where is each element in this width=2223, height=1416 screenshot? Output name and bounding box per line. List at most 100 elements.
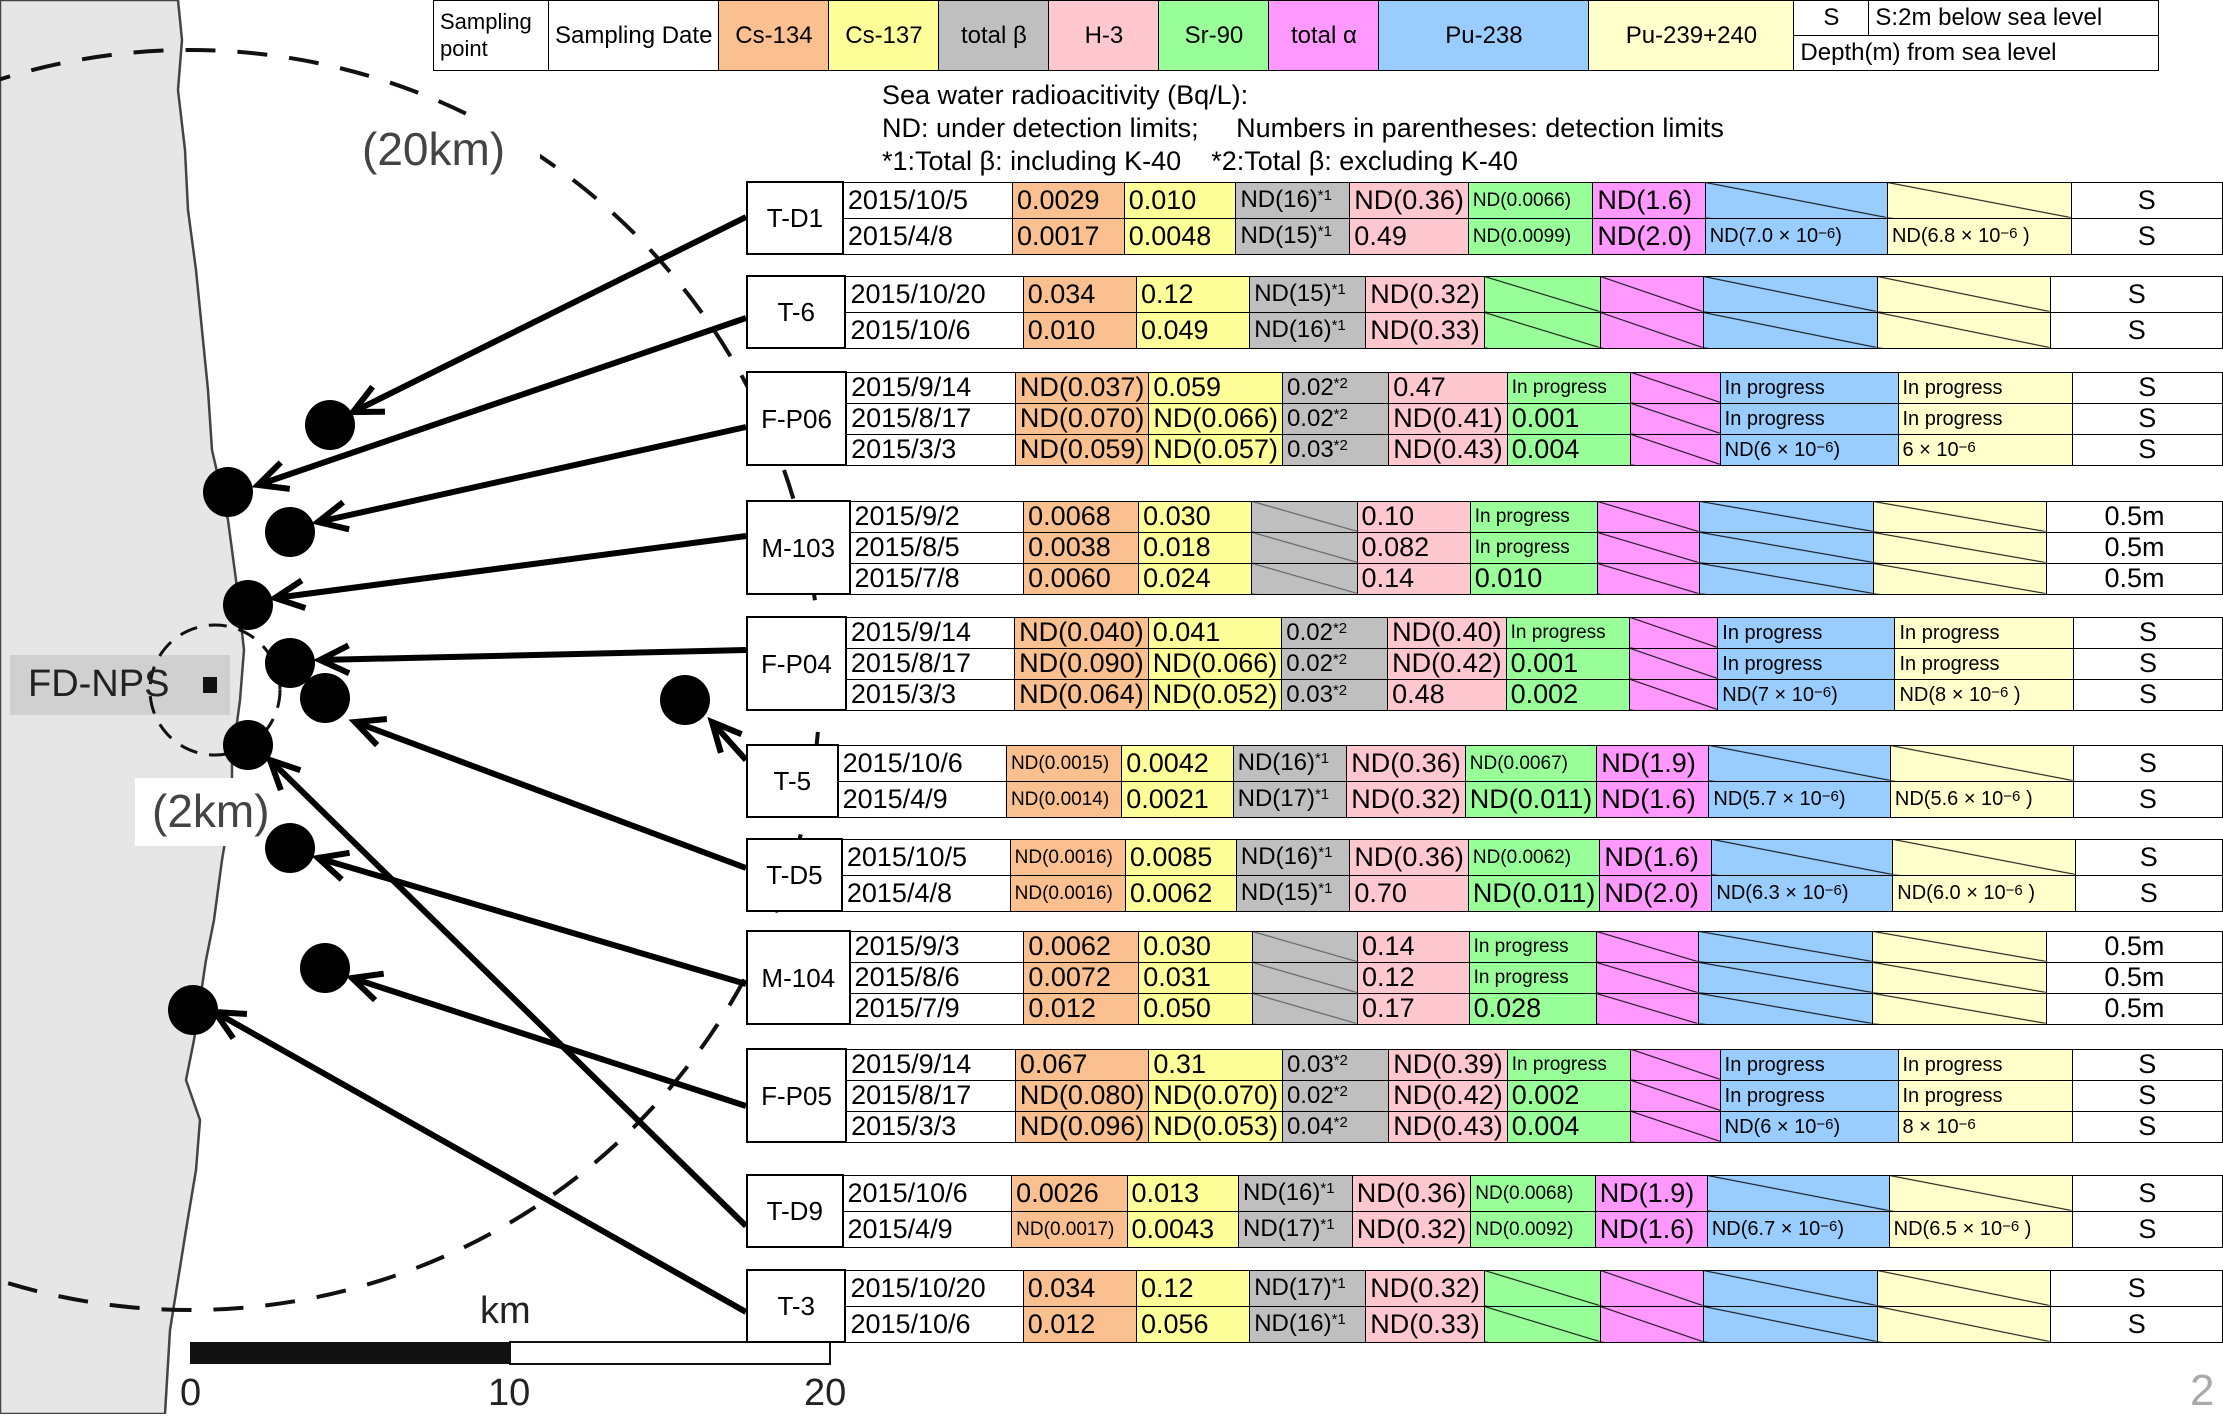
header-s-code: S xyxy=(1793,0,1870,36)
sampling-arrows xyxy=(208,214,749,1315)
cell-pu239: ND(8 × 10−6 ) xyxy=(1894,678,2075,711)
cell-pu239: In progress xyxy=(1897,1079,2073,1112)
cell-beta: 0.03*2 xyxy=(1281,1048,1390,1081)
cell-alpha: ND(2.0) xyxy=(1599,874,1713,912)
cell-pu238: ND(5.7 × 10−6) xyxy=(1708,780,1891,818)
pu239-close: ) xyxy=(2008,683,2021,706)
cell-cs134: ND(0.0015) xyxy=(1005,744,1123,782)
cell-cs137: 0.056 xyxy=(1135,1305,1251,1343)
beta-note: *1 xyxy=(1331,281,1346,298)
pu238-exponent: −6 xyxy=(1821,788,1839,805)
cell-beta: 0.03*2 xyxy=(1281,433,1390,466)
cell-cs137: ND(0.066) xyxy=(1147,647,1283,680)
table-row: M-104 2015/9/3 0.0062 0.030 0.14 In progress 0… xyxy=(746,930,2223,1025)
cell-date: 2015/8/5 xyxy=(849,531,1025,564)
cell-depth: S xyxy=(2071,1079,2223,1112)
cell-h3: 0.49 xyxy=(1349,217,1469,255)
cell-depth: S xyxy=(2074,838,2223,876)
cell-depth: S xyxy=(2071,371,2223,404)
beta-value: ND(17) xyxy=(1237,785,1315,812)
sampling-point-label: T-D5 xyxy=(746,838,843,912)
cell-depth: 0.5m xyxy=(2045,930,2223,963)
beta-value: ND(16) xyxy=(1254,1310,1332,1337)
cell-depth: S xyxy=(2073,647,2223,680)
pu239-exponent: −6 xyxy=(2003,788,2021,805)
cell-sr90: ND(0.011) xyxy=(1467,874,1601,912)
label-2km-bg xyxy=(135,778,285,846)
table-row: 2015/3/3 ND(0.064) ND(0.052) 0.03*2 0.48 0.00… xyxy=(747,678,2223,711)
cell-date: 2015/10/6 xyxy=(844,1305,1024,1343)
cell-date: 2015/10/6 xyxy=(844,311,1024,349)
cell-depth: S xyxy=(2071,433,2223,466)
sampling-arrow-head xyxy=(265,755,302,792)
cell-alpha: ND(1.6) xyxy=(1599,838,1713,876)
cell-pu239 xyxy=(1892,838,2076,876)
pu239-close: ) xyxy=(2017,225,2030,247)
cell-cs134: ND(0.0016) xyxy=(1009,874,1126,912)
cell-cs137: 0.041 xyxy=(1147,616,1283,649)
beta-value: ND(15) xyxy=(1240,222,1318,249)
table-row: 2015/8/17 ND(0.080) ND(0.070) 0.02*2 ND(0.42… xyxy=(747,1079,2223,1112)
beta-note: *1 xyxy=(1314,750,1330,767)
cell-sr90: ND(0.011) xyxy=(1464,780,1598,818)
table-row: 2015/10/6 0.012 0.056 ND(16)*1 ND(0.33) S xyxy=(747,1305,2223,1343)
sampling-arrow-line xyxy=(317,855,747,987)
pu239-value: 6 × 10 xyxy=(1902,438,1959,461)
cell-alpha xyxy=(1595,930,1700,963)
cell-beta: ND(15)*1 xyxy=(1249,275,1367,313)
cell-sr90 xyxy=(1483,1305,1601,1343)
cell-cs137: 0.030 xyxy=(1138,500,1253,533)
cell-sr90: In progress xyxy=(1468,961,1597,994)
cell-date: 2015/9/14 xyxy=(845,1048,1016,1081)
cell-pu239: 6 × 10−6 xyxy=(1897,433,2073,466)
sampling-arrow-head xyxy=(208,1008,248,1041)
cell-h3: 0.082 xyxy=(1356,531,1471,564)
sampling-arrow-head xyxy=(268,577,307,611)
cell-pu238: ND(6.7 × 10−6) xyxy=(1706,1210,1890,1248)
cell-sr90: ND(0.0068) xyxy=(1470,1174,1596,1212)
cell-alpha xyxy=(1596,531,1701,564)
cell-h3: ND(0.32) xyxy=(1365,275,1485,313)
beta-note: *1 xyxy=(1318,880,1333,897)
pu238-close: ) xyxy=(1833,1115,1841,1138)
cell-pu238: ND(6.3 × 10−6) xyxy=(1711,874,1894,912)
table-row: T-D9 2015/10/6 0.0026 0.013 ND(16)*1 ND(0.36)… xyxy=(746,1174,2223,1248)
cell-pu239 xyxy=(1872,531,2048,564)
cell-sr90: 0.004 xyxy=(1506,1110,1632,1143)
cell-pu238: ND(7.0 × 10−6) xyxy=(1704,217,1888,255)
cell-cs134: 0.034 xyxy=(1022,275,1137,313)
cell-pu238: In progress xyxy=(1719,1079,1899,1112)
beta-note: *1 xyxy=(1317,223,1332,240)
cell-cs134: ND(0.0017) xyxy=(1011,1210,1128,1248)
cell-depth: S xyxy=(2050,1269,2223,1307)
scale-tick-10: 10 xyxy=(488,1372,531,1414)
pu238-close: ) xyxy=(1833,438,1841,461)
cell-h3: 0.48 xyxy=(1387,678,1507,711)
cell-cs137: 0.018 xyxy=(1138,531,1253,564)
cell-beta: 0.02*2 xyxy=(1281,647,1389,680)
pu238-value: In progress xyxy=(1722,652,1823,675)
cell-date: 2015/10/6 xyxy=(837,744,1007,782)
cell-pu238: ND(6 × 10−6) xyxy=(1719,1110,1899,1143)
cell-date: 2015/9/2 xyxy=(849,500,1025,533)
cell-pu238 xyxy=(1699,562,1874,595)
cell-pu238: ND(6 × 10−6) xyxy=(1719,433,1899,466)
pu238-value: ND(6.3 × 10 xyxy=(1716,882,1825,904)
cell-cs134: ND(0.040) xyxy=(1014,616,1149,649)
cell-beta: ND(16)*1 xyxy=(1235,181,1351,219)
cell-date: 2015/10/5 xyxy=(841,838,1011,876)
notes-line-1: Sea water radioacitivity (Bq/L): xyxy=(882,80,1249,110)
header-total-alpha: total α xyxy=(1268,0,1380,71)
cell-h3: ND(0.43) xyxy=(1388,1110,1508,1143)
header-total-beta: total β xyxy=(938,0,1050,71)
cell-pu239 xyxy=(1886,181,2072,219)
table-row: M-103 2015/9/2 0.0068 0.030 0.10 In progress 0… xyxy=(746,500,2223,595)
cell-beta: ND(15)*1 xyxy=(1235,874,1351,912)
sample-table-t-5: T-5 2015/10/6 ND(0.0015) 0.0042 ND(16)*1 ND(0… xyxy=(746,744,2223,818)
cell-date: 2015/4/9 xyxy=(837,780,1007,818)
notes-line-3: *1:Total β: including K-40 *2:Total β: e… xyxy=(882,146,1518,176)
sample-table-f-p06: F-P06 2015/9/14 ND(0.037) 0.059 0.02*2 0.47 In… xyxy=(745,371,2223,466)
cell-date: 2015/10/20 xyxy=(844,1269,1024,1307)
sampling-arrow-head xyxy=(707,716,743,754)
